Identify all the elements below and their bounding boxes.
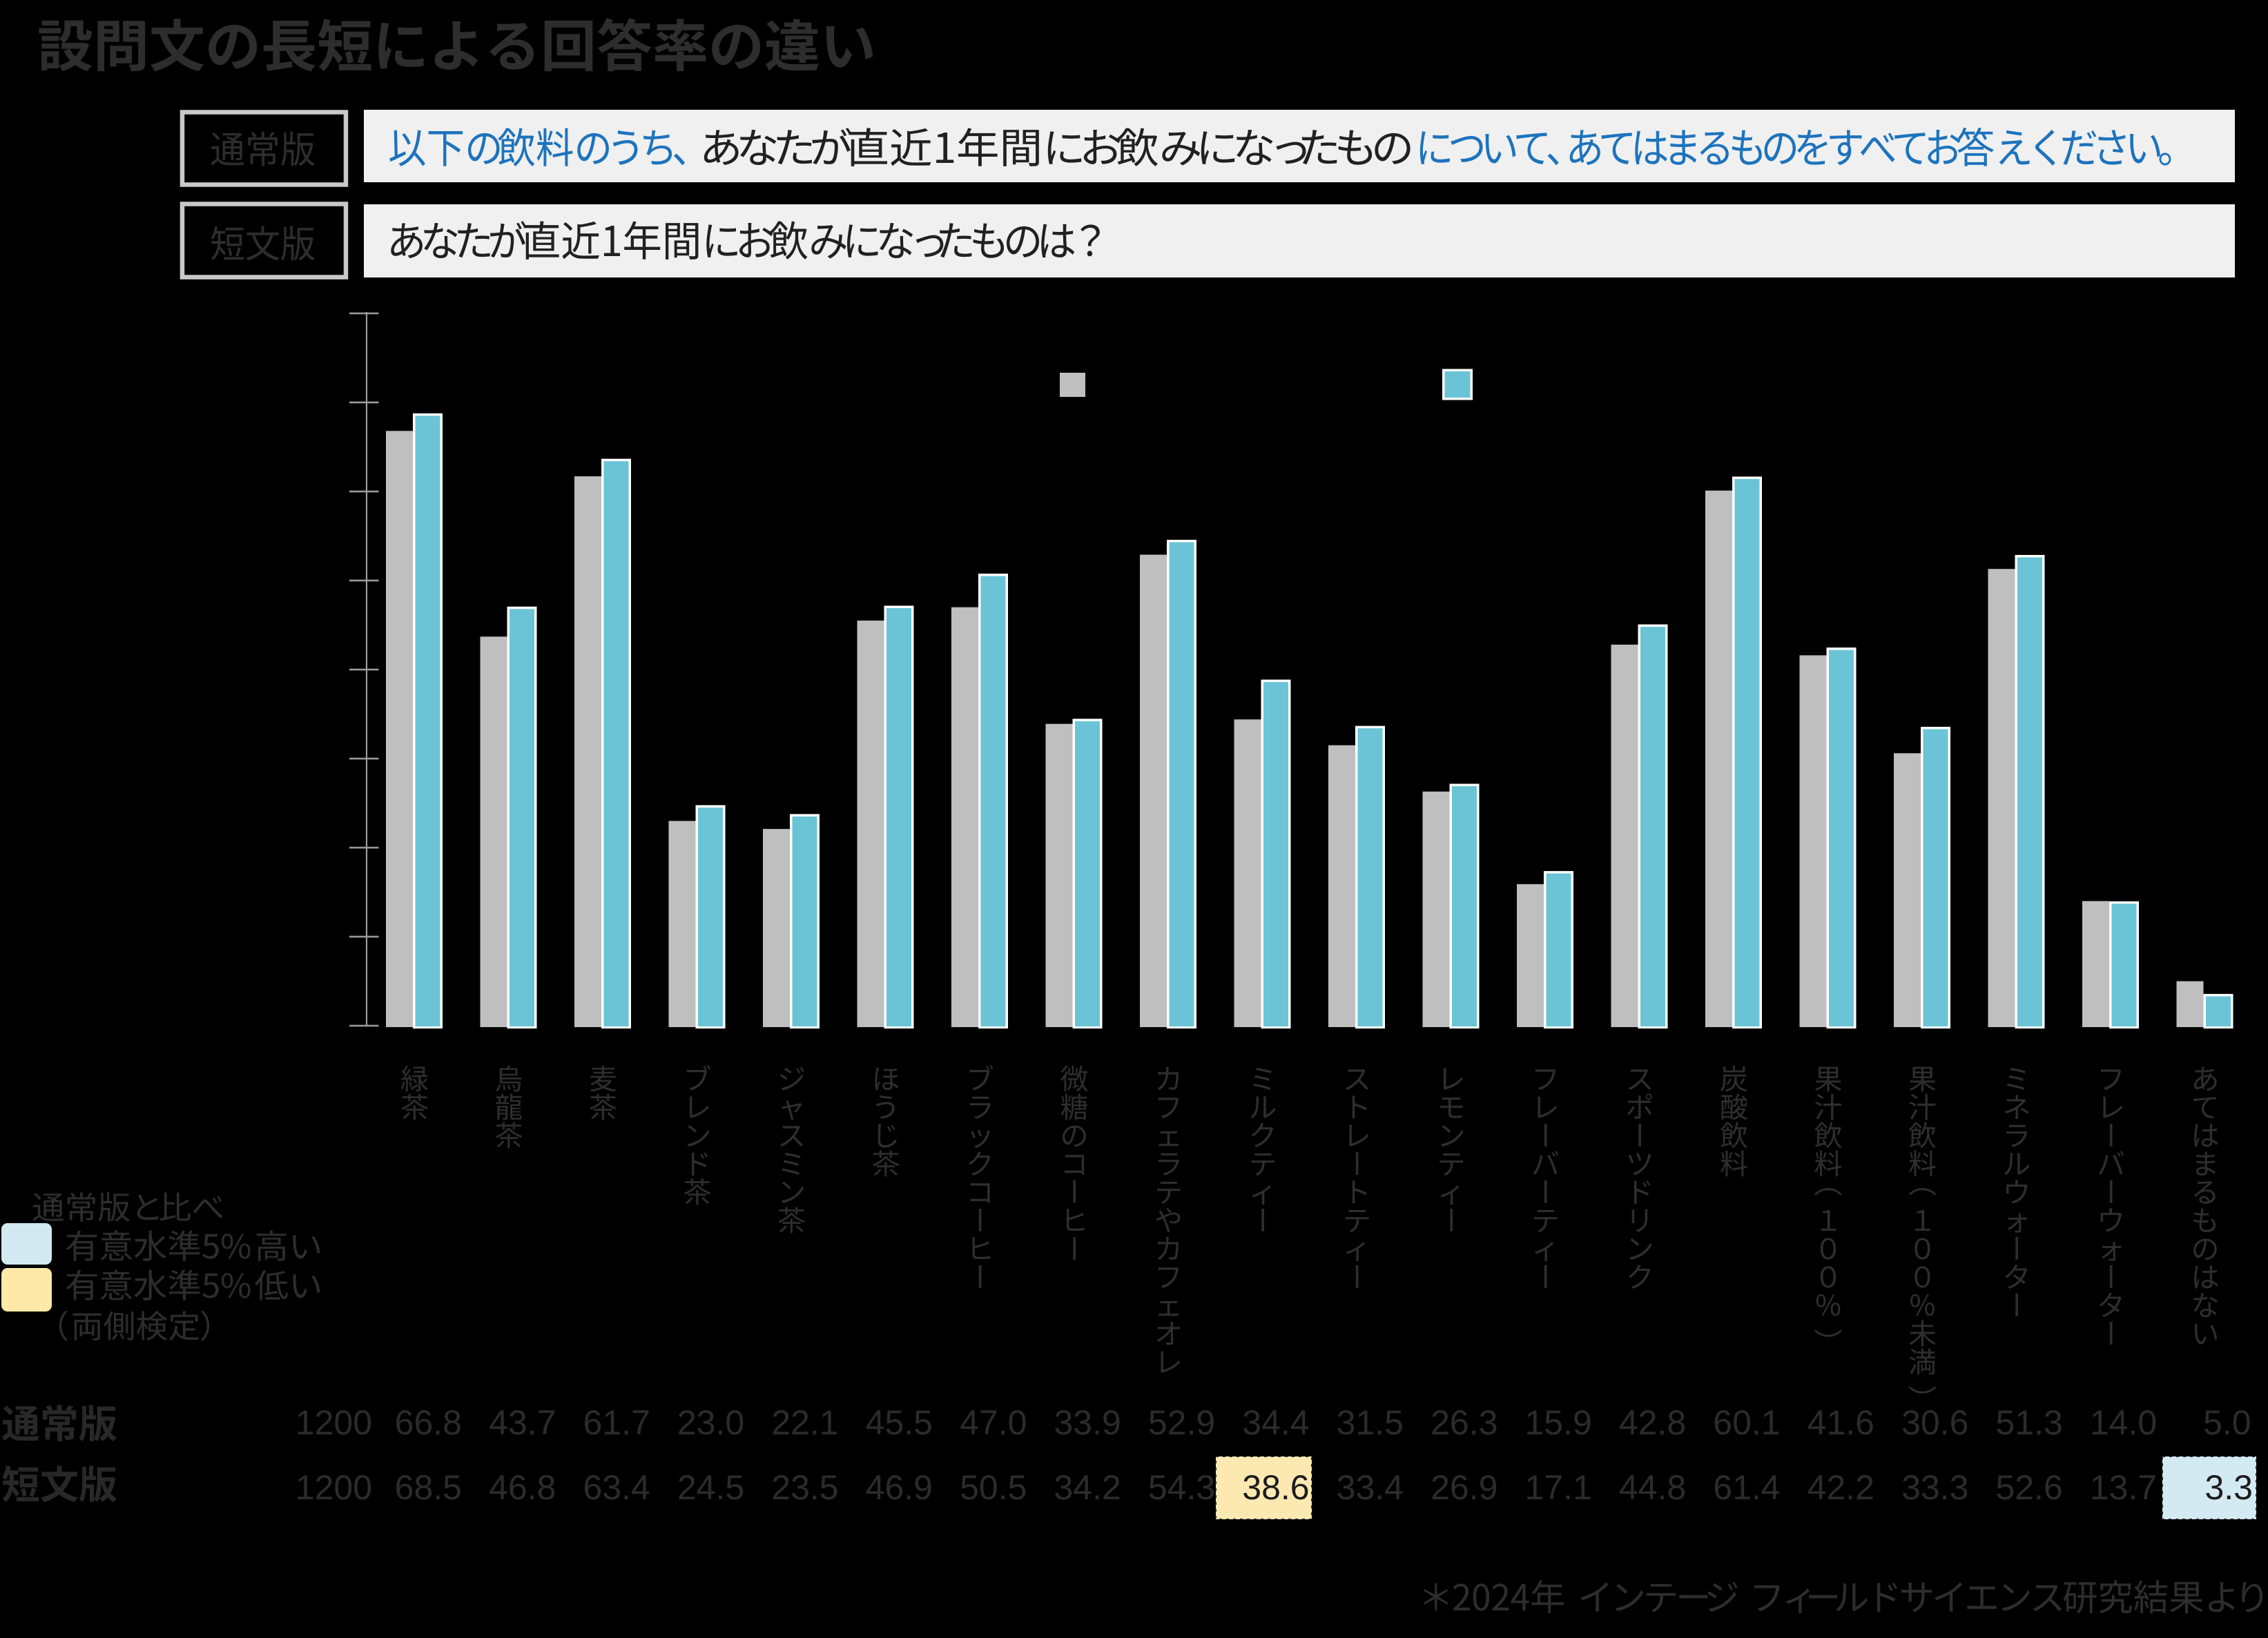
svg-text:26.3: 26.3 [1431, 1403, 1498, 1442]
svg-text:63.4: 63.4 [583, 1468, 650, 1507]
svg-text:46.8: 46.8 [489, 1468, 556, 1507]
svg-text:34.2: 34.2 [1054, 1468, 1121, 1507]
svg-text:52.6: 52.6 [1995, 1468, 2062, 1507]
svg-text:33.4: 33.4 [1337, 1468, 1404, 1507]
svg-text:13.7: 13.7 [2090, 1468, 2157, 1507]
svg-text:23.5: 23.5 [771, 1468, 838, 1507]
svg-text:41.6: 41.6 [1807, 1403, 1874, 1442]
svg-text:33.9: 33.9 [1054, 1403, 1121, 1442]
svg-text:24.5: 24.5 [677, 1468, 744, 1507]
svg-text:30.6: 30.6 [1901, 1403, 1968, 1442]
svg-text:1200: 1200 [295, 1468, 372, 1507]
svg-text:3.3: 3.3 [2204, 1468, 2253, 1507]
svg-text:44.8: 44.8 [1619, 1468, 1686, 1507]
svg-text:51.3: 51.3 [1995, 1403, 2062, 1442]
svg-text:66.8: 66.8 [395, 1403, 462, 1442]
svg-text:50.5: 50.5 [960, 1468, 1027, 1507]
svg-text:22.1: 22.1 [771, 1403, 838, 1442]
svg-text:60.1: 60.1 [1713, 1403, 1780, 1442]
svg-text:43.7: 43.7 [489, 1403, 556, 1442]
svg-text:54.3: 54.3 [1148, 1468, 1215, 1507]
svg-text:52.9: 52.9 [1148, 1403, 1215, 1442]
svg-text:26.9: 26.9 [1431, 1468, 1498, 1507]
svg-text:42.2: 42.2 [1807, 1468, 1874, 1507]
svg-text:68.5: 68.5 [395, 1468, 462, 1507]
svg-text:5.0: 5.0 [2203, 1403, 2251, 1442]
svg-text:42.8: 42.8 [1619, 1403, 1686, 1442]
svg-text:47.0: 47.0 [960, 1403, 1027, 1442]
svg-text:46.9: 46.9 [866, 1468, 933, 1507]
svg-text:23.0: 23.0 [677, 1403, 744, 1442]
svg-text:1200: 1200 [295, 1403, 372, 1442]
svg-text:31.5: 31.5 [1337, 1403, 1404, 1442]
svg-text:17.1: 17.1 [1524, 1468, 1591, 1507]
svg-text:34.4: 34.4 [1242, 1403, 1309, 1442]
svg-text:15.9: 15.9 [1524, 1403, 1591, 1442]
svg-text:38.6: 38.6 [1242, 1468, 1309, 1507]
svg-text:45.5: 45.5 [866, 1403, 933, 1442]
svg-text:61.4: 61.4 [1713, 1468, 1780, 1507]
svg-text:14.0: 14.0 [2090, 1403, 2157, 1442]
svg-text:61.7: 61.7 [583, 1403, 650, 1442]
svg-text:33.3: 33.3 [1901, 1468, 1968, 1507]
